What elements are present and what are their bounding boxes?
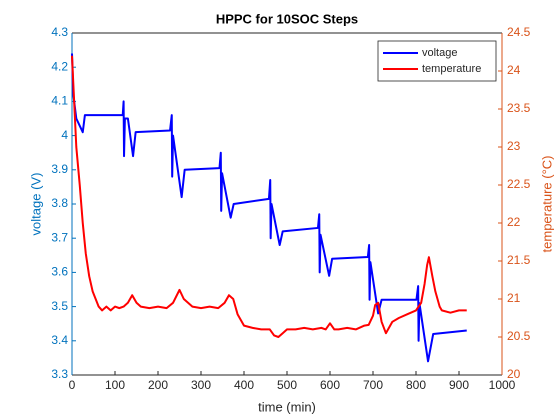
series-line <box>71 53 467 363</box>
x-tick-label: 600 <box>320 378 340 392</box>
y-tick-label: 3.6 <box>51 265 68 279</box>
x-tick-label: 500 <box>277 378 297 392</box>
y-tick-label: 3.3 <box>51 367 68 381</box>
y-tick-label: 4.1 <box>51 94 68 108</box>
series-line <box>71 55 467 338</box>
y-tick-label: 3.7 <box>51 230 68 244</box>
x-tick-label: 900 <box>449 378 469 392</box>
y-tick-label: 3.9 <box>51 162 68 176</box>
y-tick-label: 3.4 <box>51 333 68 347</box>
chart-title: HPPC for 10SOC Steps <box>216 11 358 26</box>
y2-tick-label: 22.5 <box>507 177 531 191</box>
y-tick-label: 4 <box>61 128 68 142</box>
y2-tick-label: 24 <box>507 63 521 77</box>
y2-tick-label: 23.5 <box>507 101 531 115</box>
y2-tick-label: 20.5 <box>507 329 531 343</box>
legend-label: voltage <box>422 47 457 59</box>
legend-box <box>377 40 497 82</box>
y-tick-label: 3.8 <box>51 196 68 210</box>
x-tick-label: 200 <box>148 378 168 392</box>
y-tick-label: 4.3 <box>51 25 68 39</box>
x-tick-label: 800 <box>406 378 426 392</box>
y2-tick-label: 21.5 <box>507 253 531 267</box>
y-axis-label: voltage (V) <box>28 173 43 236</box>
y2-tick-label: 21 <box>507 291 521 305</box>
x-tick-label: 1000 <box>489 378 516 392</box>
y-tick-label: 4.2 <box>51 59 68 73</box>
y-tick-label: 3.5 <box>51 299 68 313</box>
x-tick-label: 400 <box>234 378 254 392</box>
y2-tick-label: 24.5 <box>507 25 531 39</box>
y2-axis-label: temperature (°C) <box>539 156 554 253</box>
y2-tick-label: 22 <box>507 215 521 229</box>
x-tick-label: 300 <box>191 378 211 392</box>
x-tick-label: 700 <box>363 378 383 392</box>
y2-tick-label: 20 <box>507 367 521 381</box>
x-tick-label: 0 <box>69 378 76 392</box>
legend-label: temperature <box>422 63 481 75</box>
x-tick-label: 100 <box>105 378 125 392</box>
x-axis-label: time (min) <box>258 399 316 414</box>
y2-tick-label: 23 <box>507 139 521 153</box>
